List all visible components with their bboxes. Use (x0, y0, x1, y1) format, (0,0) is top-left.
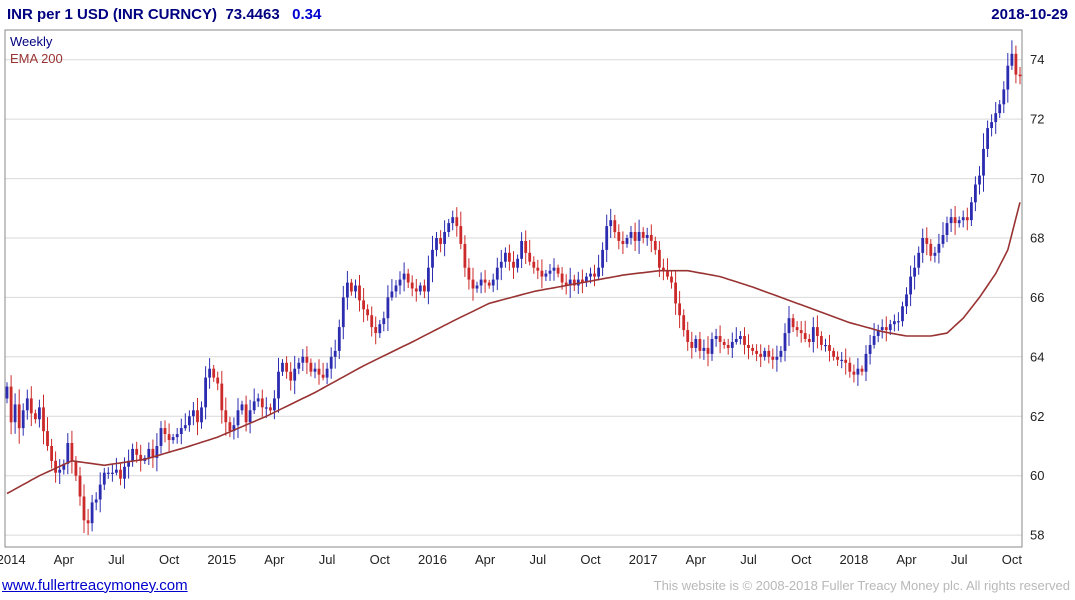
legend-timeframe: Weekly (10, 34, 53, 49)
price-change: 0.34 (292, 6, 322, 23)
svg-text:Oct: Oct (159, 552, 180, 567)
svg-text:62: 62 (1030, 409, 1044, 424)
svg-text:68: 68 (1030, 231, 1044, 246)
svg-text:66: 66 (1030, 290, 1044, 305)
svg-text:Jul: Jul (529, 552, 546, 567)
chart-header: INR per 1 USD (INR CURNCY) 73.4463 0.34 … (0, 0, 1075, 28)
svg-text:2014: 2014 (0, 552, 26, 567)
svg-text:Jul: Jul (740, 552, 757, 567)
svg-text:Oct: Oct (370, 552, 391, 567)
svg-text:Jul: Jul (319, 552, 336, 567)
copyright-text: This website is © 2008-2018 Fuller Treac… (653, 577, 1070, 593)
svg-text:Jul: Jul (951, 552, 968, 567)
svg-text:58: 58 (1030, 528, 1044, 543)
svg-text:Apr: Apr (686, 552, 707, 567)
last-price: 73.4463 (225, 6, 280, 23)
title-block: INR per 1 USD (INR CURNCY) 73.4463 0.34 (7, 6, 321, 24)
svg-text:74: 74 (1030, 52, 1044, 67)
svg-text:2016: 2016 (418, 552, 447, 567)
svg-text:Apr: Apr (264, 552, 285, 567)
plot-border (4, 29, 1023, 548)
page-footer: www.fullertreacymoney.com This website i… (0, 574, 1075, 600)
price-chart-canvas[interactable]: 58 60 62 64 66 68 70 72 74 2014 Apr Jul Oct 2015 Apr Ju… (0, 0, 1075, 575)
chart-legend: Weekly EMA 200 (10, 33, 63, 67)
svg-text:2015: 2015 (207, 552, 236, 567)
x-axis-labels: 2014 Apr Jul Oct 2015 Apr Jul Oct 2016 Apr Jul Oct 2… (0, 552, 1022, 567)
svg-text:Oct: Oct (1002, 552, 1023, 567)
svg-text:2017: 2017 (629, 552, 658, 567)
svg-text:2018: 2018 (839, 552, 868, 567)
svg-text:64: 64 (1030, 349, 1044, 364)
svg-text:72: 72 (1030, 112, 1044, 127)
svg-text:60: 60 (1030, 468, 1044, 483)
svg-text:Apr: Apr (54, 552, 75, 567)
chart-date: 2018-10-29 (991, 6, 1068, 23)
svg-text:70: 70 (1030, 171, 1044, 186)
svg-text:Jul: Jul (108, 552, 125, 567)
svg-text:Apr: Apr (896, 552, 917, 567)
site-link[interactable]: www.fullertreacymoney.com (2, 576, 188, 594)
instrument-title: INR per 1 USD (INR CURNCY) (7, 6, 218, 23)
svg-text:Apr: Apr (475, 552, 496, 567)
legend-ema-200: EMA 200 (10, 51, 63, 66)
svg-text:Oct: Oct (791, 552, 812, 567)
y-axis-labels: 58 60 62 64 66 68 70 72 74 (1030, 52, 1044, 542)
ema-200-line (6, 202, 1021, 495)
candlesticks (5, 40, 1022, 536)
svg-text:Oct: Oct (580, 552, 601, 567)
